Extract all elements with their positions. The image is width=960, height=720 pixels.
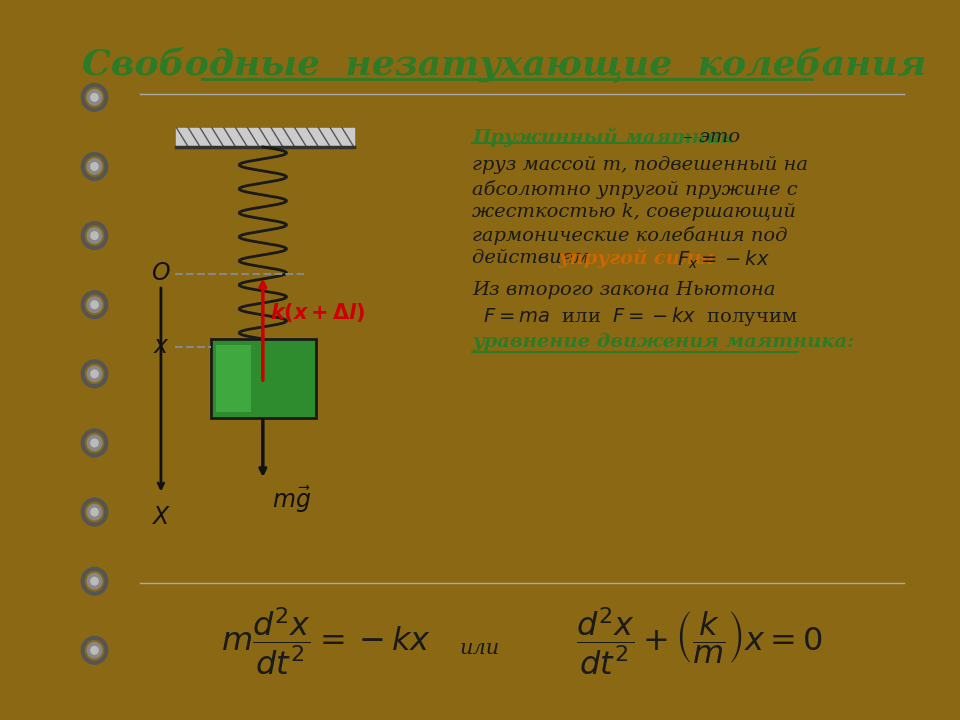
Circle shape <box>87 366 102 382</box>
Text: – это: – это <box>684 127 740 145</box>
Text: упругой силы: упругой силы <box>559 248 714 268</box>
Text: $m\vec{g}$: $m\vec{g}$ <box>272 484 311 515</box>
Text: $X$: $X$ <box>151 506 171 529</box>
Circle shape <box>87 228 102 243</box>
Circle shape <box>91 577 98 585</box>
Bar <box>216 345 251 412</box>
Text: или: или <box>459 639 499 659</box>
Text: жесткостью k, совершающий: жесткостью k, совершающий <box>472 202 796 220</box>
Circle shape <box>87 159 102 174</box>
Circle shape <box>91 370 98 378</box>
Text: $m\dfrac{d^2x}{dt^2} = -kx$: $m\dfrac{d^2x}{dt^2} = -kx$ <box>222 606 432 677</box>
Text: гармонические колебания под: гармонические колебания под <box>472 225 787 245</box>
Text: $\dfrac{d^2x}{dt^2} + \left(\dfrac{k}{m}\right)x = 0$: $\dfrac{d^2x}{dt^2} + \left(\dfrac{k}{m}… <box>576 606 823 677</box>
Circle shape <box>91 508 98 516</box>
Text: $F_x = -kx$: $F_x = -kx$ <box>677 248 770 271</box>
Circle shape <box>87 297 102 312</box>
Circle shape <box>87 505 102 520</box>
Circle shape <box>91 439 98 447</box>
Text: абсолютно упругой пружине с: абсолютно упругой пружине с <box>472 179 798 199</box>
Text: $O$: $O$ <box>151 262 171 285</box>
Text: $x$: $x$ <box>153 335 169 358</box>
Circle shape <box>87 436 102 451</box>
Text: $\boldsymbol{k(x+\Delta l)}$: $\boldsymbol{k(x+\Delta l)}$ <box>270 300 366 323</box>
Circle shape <box>87 643 102 658</box>
Text: Из второго закона Ньютона: Из второго закона Ньютона <box>472 282 776 300</box>
Text: действием: действием <box>472 248 595 266</box>
Text: груз массой m, подвешенный на: груз массой m, подвешенный на <box>472 156 808 174</box>
Circle shape <box>91 301 98 309</box>
Circle shape <box>91 163 98 171</box>
Circle shape <box>91 232 98 240</box>
Bar <box>211 339 316 418</box>
Text: уравнение движения маятника:: уравнение движения маятника: <box>472 333 854 351</box>
Circle shape <box>87 574 102 589</box>
Circle shape <box>91 94 98 102</box>
Text: Свободные  незатухающие  колебания: Свободные незатухающие колебания <box>82 46 926 82</box>
Circle shape <box>91 647 98 654</box>
Circle shape <box>87 90 102 105</box>
Text: Пружинный маятник: Пружинный маятник <box>472 127 733 147</box>
Text: $F = ma$  или  $F = -kx$  получим: $F = ma$ или $F = -kx$ получим <box>477 305 798 328</box>
